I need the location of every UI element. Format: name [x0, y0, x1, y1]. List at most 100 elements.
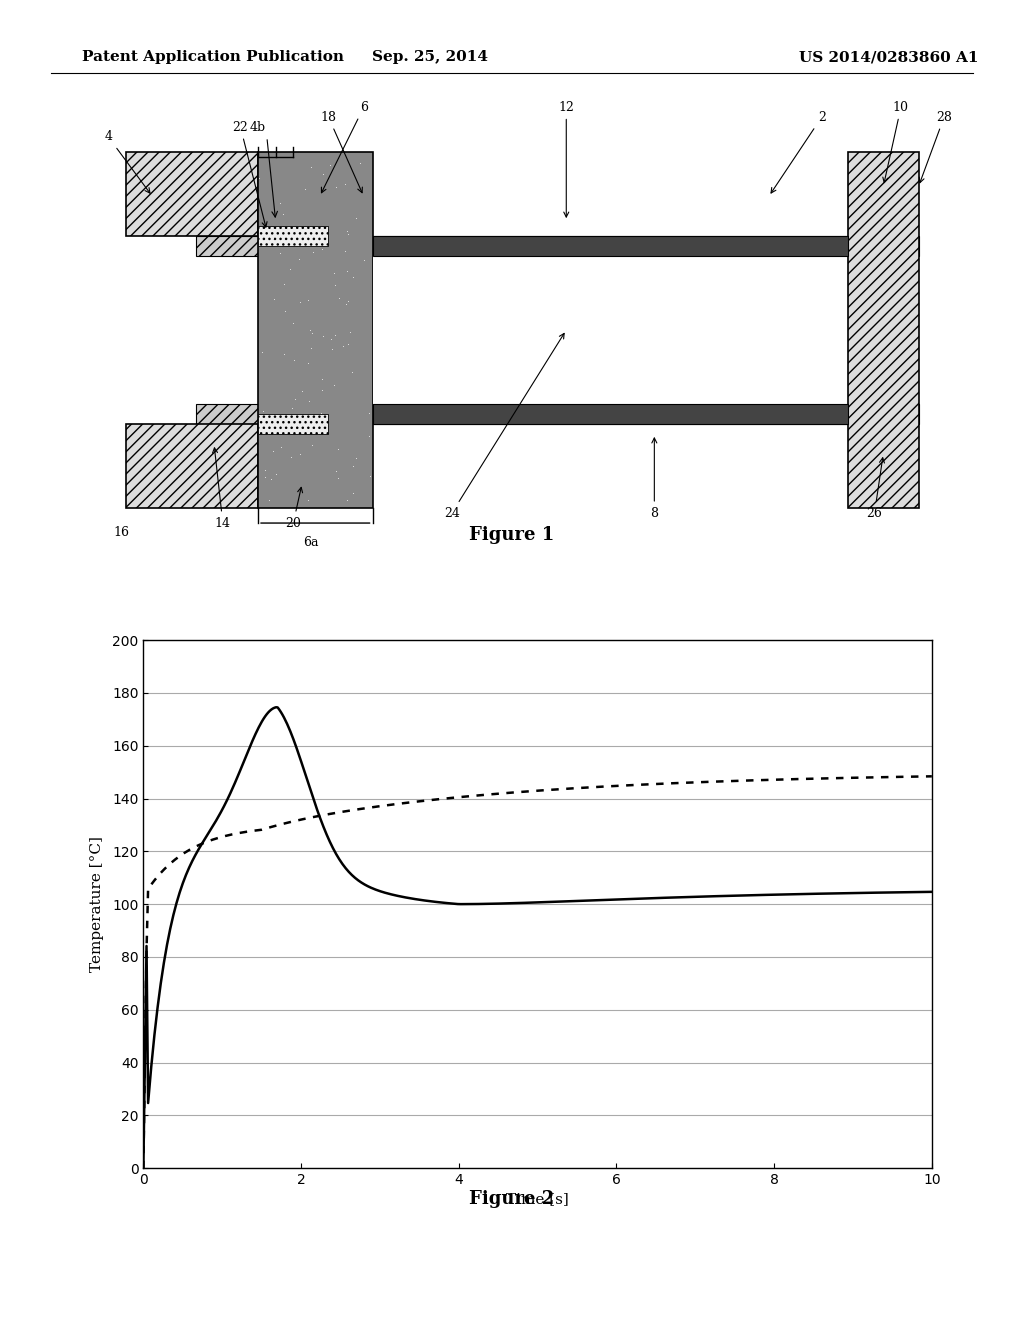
Point [328, 176, 344, 197]
Text: 20: 20 [286, 487, 302, 529]
Bar [848, 152, 919, 508]
Point [285, 312, 301, 333]
Point [300, 352, 316, 374]
Point [339, 261, 355, 282]
Text: 2: 2 [771, 111, 825, 193]
Point [286, 350, 302, 371]
Point [274, 203, 291, 224]
Text: 4b: 4b [250, 120, 266, 133]
Point [323, 329, 339, 350]
Point [302, 156, 318, 177]
Point [361, 466, 378, 487]
Point [267, 463, 284, 484]
Text: Patent Application Publication: Patent Application Publication [82, 50, 344, 65]
Point [335, 335, 351, 356]
Point [300, 289, 316, 310]
Point [263, 469, 280, 490]
Point [265, 227, 282, 248]
Point [340, 223, 356, 244]
Point [326, 374, 342, 395]
Point [253, 341, 269, 362]
Point [313, 239, 330, 260]
Point [266, 288, 283, 309]
Point [266, 219, 283, 240]
Point [297, 178, 313, 199]
Point [292, 444, 308, 465]
Point [261, 490, 278, 511]
Point [330, 467, 346, 488]
Point [342, 322, 358, 343]
Bar [373, 404, 848, 424]
Point [330, 438, 346, 459]
Point [352, 152, 369, 173]
Text: 6: 6 [322, 100, 368, 193]
Y-axis label: Temperature [°C]: Temperature [°C] [90, 837, 103, 972]
Point [303, 434, 319, 455]
Bar [197, 404, 919, 424]
Point [275, 343, 292, 364]
Text: 16: 16 [114, 527, 130, 540]
Point [304, 323, 321, 345]
Point [327, 275, 343, 296]
Point [264, 440, 281, 461]
Text: 18: 18 [321, 111, 362, 193]
Point [283, 446, 299, 467]
Point [356, 249, 373, 271]
Point [292, 292, 308, 313]
Point [257, 466, 273, 487]
Point [287, 388, 303, 409]
Point [339, 220, 355, 242]
Point [275, 273, 292, 294]
Point [257, 459, 273, 480]
Point [347, 447, 364, 469]
Point [291, 248, 307, 269]
Text: 10: 10 [883, 100, 909, 182]
Point [272, 437, 289, 458]
Bar [126, 424, 258, 508]
Point [326, 263, 342, 284]
Point [284, 397, 300, 418]
Point [276, 300, 293, 321]
Point [340, 333, 356, 354]
Point [338, 294, 354, 315]
Point [340, 290, 356, 312]
Point [304, 242, 321, 263]
Text: 24: 24 [443, 334, 564, 520]
Text: 8: 8 [650, 438, 658, 520]
Text: Figure 1: Figure 1 [469, 525, 555, 544]
Text: 22: 22 [232, 120, 267, 227]
Bar [126, 152, 258, 236]
Point [271, 193, 288, 214]
Point [313, 368, 330, 389]
Point [294, 380, 310, 401]
Text: 28: 28 [920, 111, 952, 182]
Point [324, 339, 340, 360]
Point [328, 461, 344, 482]
Bar [258, 414, 329, 434]
Bar [258, 152, 373, 508]
Point [303, 338, 319, 359]
Bar [197, 236, 919, 256]
Point [282, 257, 298, 279]
Point [327, 325, 343, 346]
Point [251, 168, 267, 189]
Text: Figure 2: Figure 2 [469, 1189, 555, 1208]
Text: US 2014/0283860 A1: US 2014/0283860 A1 [799, 50, 978, 65]
Text: 4: 4 [104, 131, 150, 193]
Point [313, 403, 330, 424]
Bar [373, 256, 848, 404]
Point [314, 379, 331, 400]
Point [301, 391, 317, 412]
Point [337, 174, 353, 195]
Point [272, 242, 289, 263]
Point [360, 425, 377, 446]
Text: 12: 12 [558, 100, 574, 216]
Point [361, 403, 378, 424]
Point [345, 455, 361, 477]
Point [323, 154, 339, 176]
Point [314, 164, 331, 185]
Point [344, 362, 360, 383]
Bar [258, 226, 329, 246]
Point [331, 286, 347, 308]
Text: 6a: 6a [303, 536, 318, 549]
